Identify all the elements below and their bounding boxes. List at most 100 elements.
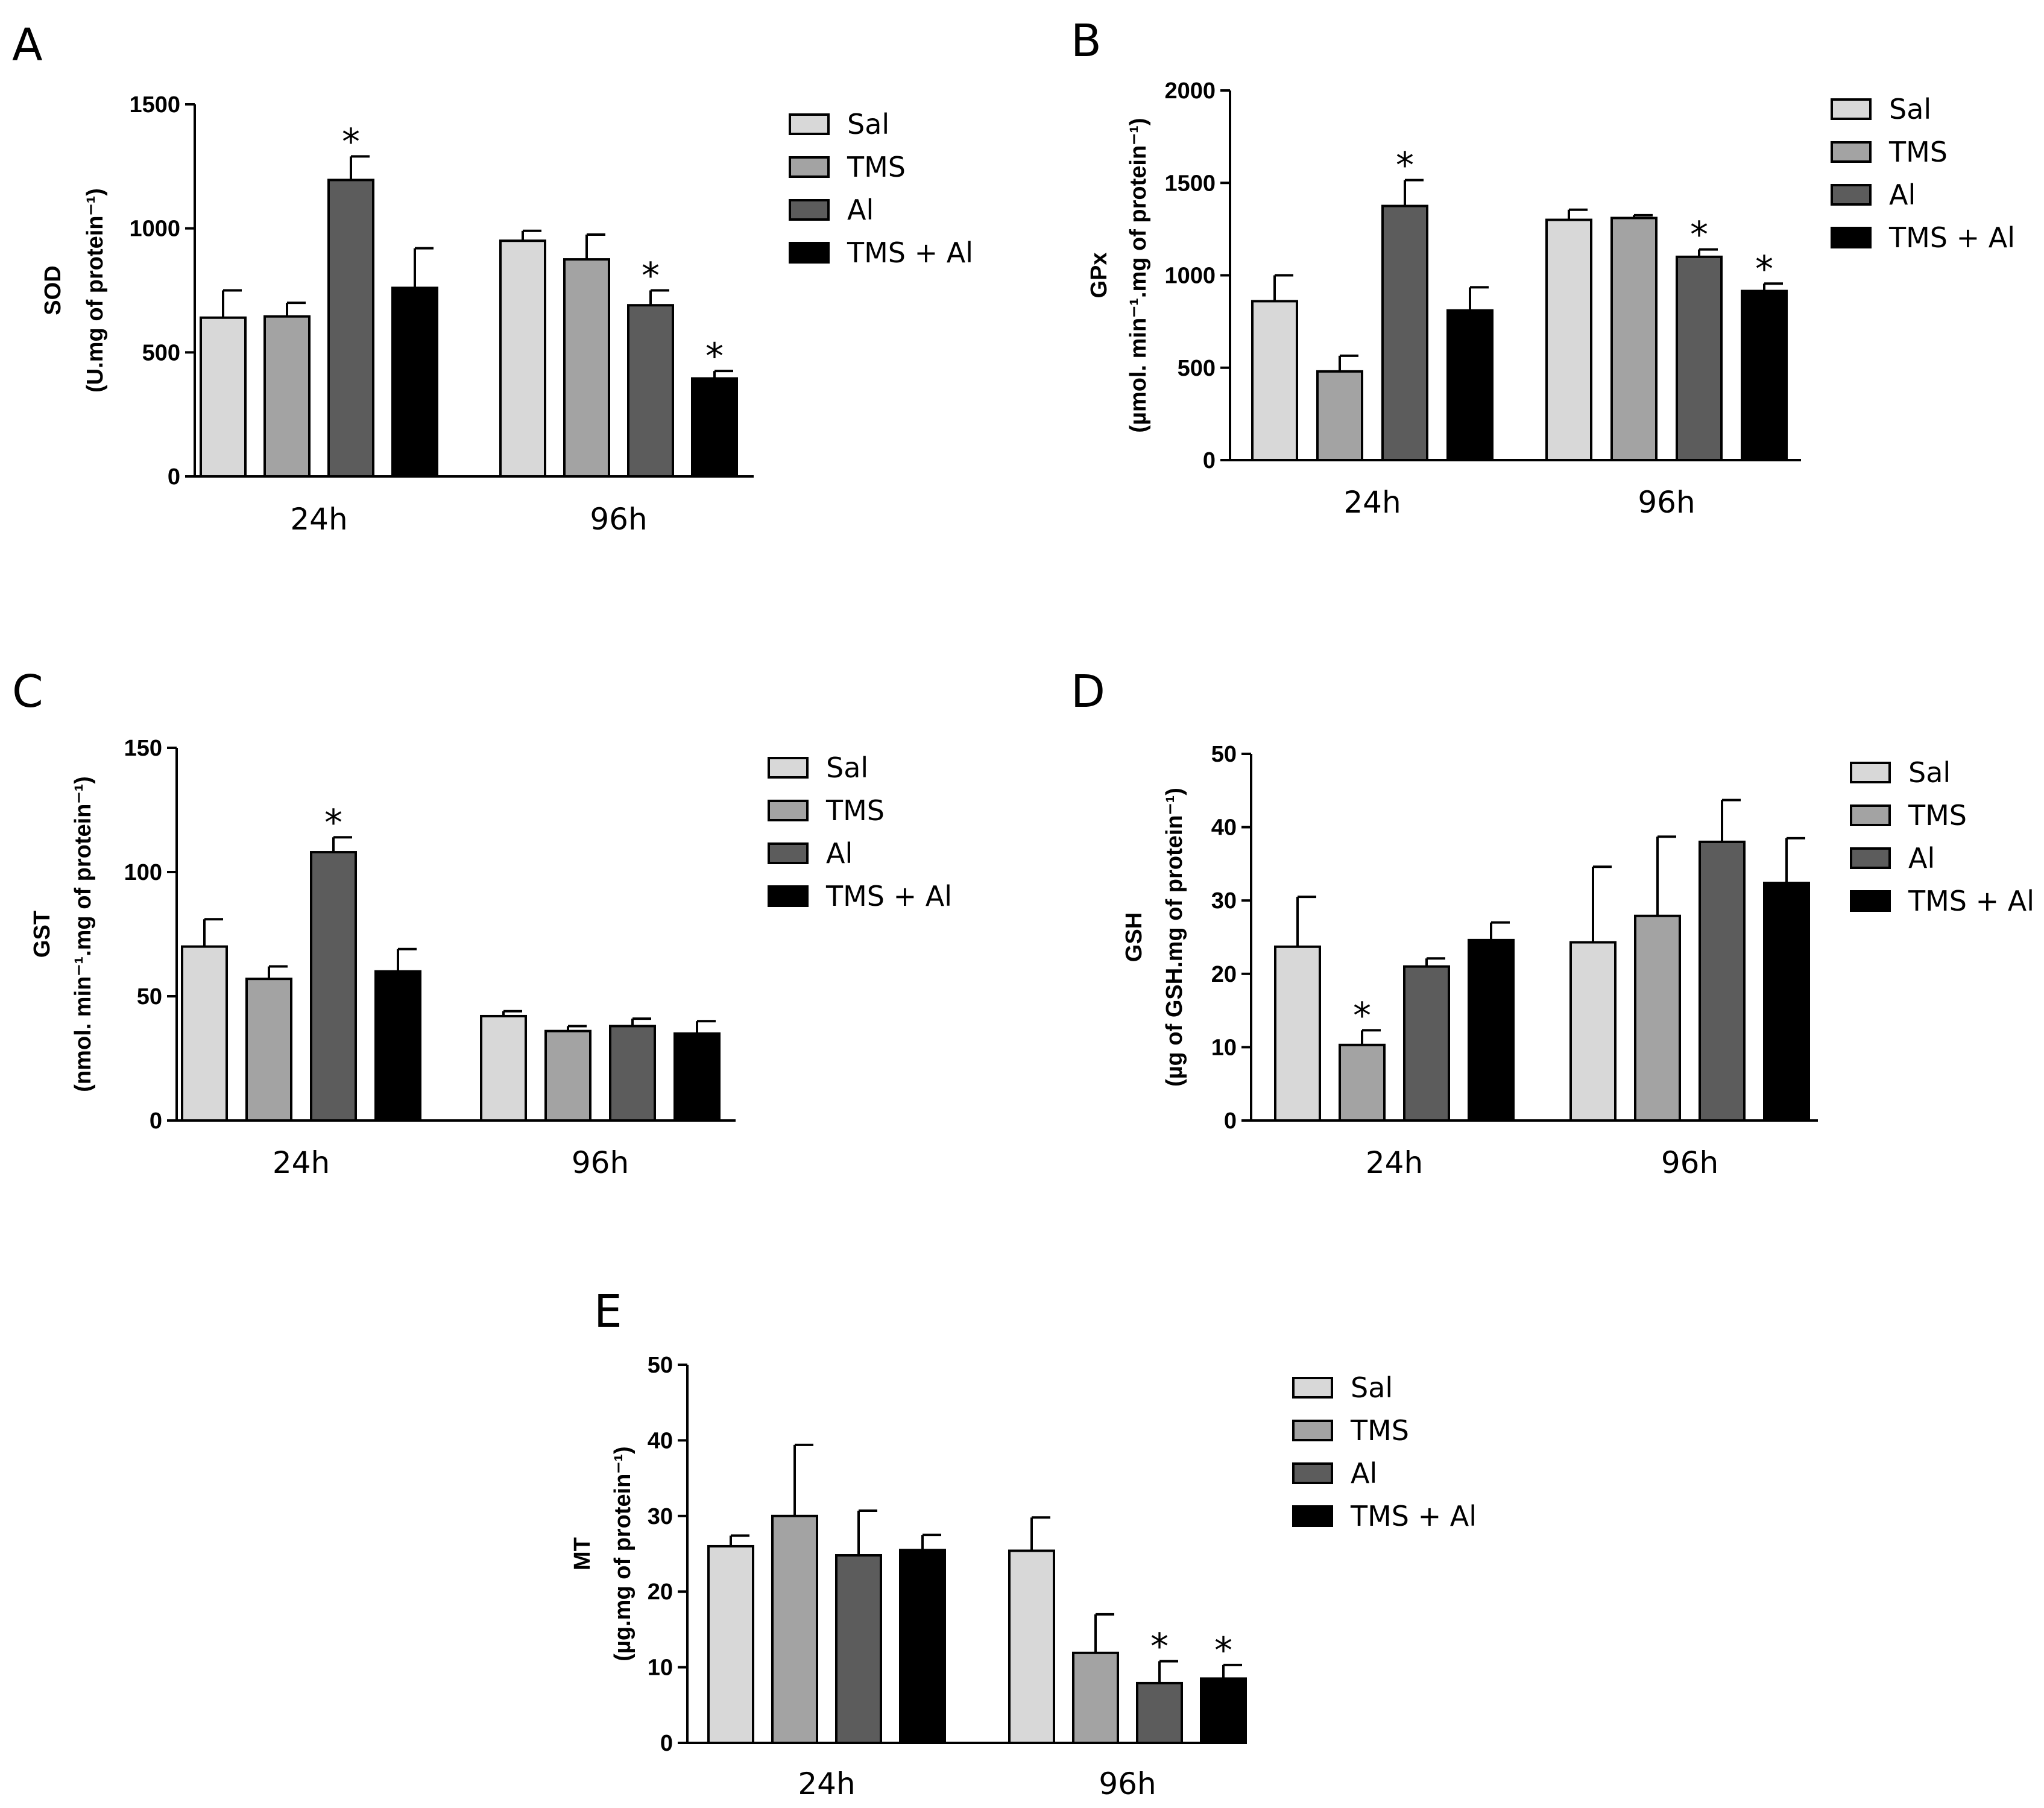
y-tick-label: 0 <box>660 1731 673 1756</box>
bar-al-96h <box>1136 1681 1183 1745</box>
panel-b: B GPx (µmol. min⁻¹.mg of protein⁻¹) 0 500 100… <box>1071 15 2015 520</box>
y-axis-subtitle: (µg of GSH.mg of protein⁻¹) <box>1162 788 1187 1087</box>
bar-tms-al-24h <box>391 286 438 478</box>
bar-sal-24h <box>181 945 228 1122</box>
legend-swatch <box>1292 1462 1333 1484</box>
panel-letter: C <box>12 666 43 718</box>
legend-label: Al <box>1351 1457 1377 1490</box>
y-tick-label: 10 <box>1211 1035 1237 1060</box>
legend-label: Sal <box>847 108 889 141</box>
bar-sal-24h <box>707 1544 754 1744</box>
x-category-label: 96h <box>1661 1145 1718 1180</box>
bar-tms-96h <box>1072 1651 1119 1744</box>
y-tick-label: 2000 <box>1164 78 1216 104</box>
bar-al-24h <box>327 179 374 478</box>
legend-swatch <box>1850 890 1891 912</box>
y-tick-label: 0 <box>150 1108 162 1134</box>
bar-tms-al-24h <box>1468 938 1515 1122</box>
legend-swatch <box>1292 1420 1333 1441</box>
y-tick-label: 20 <box>1211 962 1237 987</box>
bar-al-24h <box>1381 204 1428 461</box>
y-tick-label: 0 <box>168 464 180 490</box>
legend-swatch <box>1831 141 1872 163</box>
y-tick-label: 150 <box>124 736 162 761</box>
bar-sal-96h <box>1545 218 1592 461</box>
legend-label: Al <box>847 194 874 226</box>
bar-tms-al-24h <box>374 970 421 1122</box>
legend-swatch <box>789 156 830 178</box>
bar-tms-al-24h <box>899 1549 946 1744</box>
legend-label: TMS <box>847 151 906 183</box>
y-axis-title: GST <box>30 911 55 958</box>
legend-swatch <box>789 242 830 264</box>
legend-label: Sal <box>1889 93 1931 125</box>
bar-al-96h <box>627 304 674 478</box>
y-tick-label: 50 <box>648 1353 673 1378</box>
panel-c: C GST (nmol. min⁻¹.mg of protein⁻¹) 0 50 100 1… <box>12 666 952 1180</box>
panel-letter: D <box>1071 666 1105 718</box>
significance-asterisk: * <box>642 255 660 297</box>
bar-al-24h <box>1403 965 1450 1122</box>
y-tick-label: 40 <box>1211 815 1237 841</box>
bar-tms-96h <box>1634 914 1681 1122</box>
bar-tms-al-96h <box>1741 289 1788 461</box>
y-tick-label: 500 <box>142 340 180 365</box>
y-axis-subtitle: (U.mg of protein⁻¹) <box>83 188 108 393</box>
panel-e: E MT (µg.mg of protein⁻¹) 0 10 20 30 40 50 24h * * 9… <box>570 1286 1477 1801</box>
legend-label: TMS <box>1888 136 1948 168</box>
bar-sal-24h <box>1274 945 1321 1122</box>
legend-swatch <box>768 800 809 821</box>
significance-asterisk: * <box>1150 1626 1169 1668</box>
y-tick-label: 1000 <box>129 217 180 242</box>
significance-asterisk: * <box>1690 214 1708 256</box>
panel-a: A SOD (U.mg of protein⁻¹) 0 500 1000 1500 * 24h *… <box>12 19 973 537</box>
legend-label: TMS + Al <box>825 880 952 912</box>
legend-label: Sal <box>1908 756 1951 789</box>
legend-swatch <box>1831 98 1872 120</box>
legend-swatch <box>1292 1377 1333 1399</box>
bar-sal-96h <box>480 1014 527 1122</box>
bar-tms-96h <box>1610 217 1658 461</box>
panel-letter: E <box>594 1286 622 1338</box>
bar-tms-al-96h <box>673 1032 721 1122</box>
x-category-label: 96h <box>1099 1766 1156 1801</box>
bar-tms-96h <box>563 258 610 478</box>
bar-al-96h <box>1676 255 1723 461</box>
legend-label: TMS <box>1350 1414 1409 1447</box>
legend-label: TMS <box>1908 799 1967 832</box>
legend-label: Al <box>826 837 853 870</box>
significance-asterisk: * <box>1755 248 1773 290</box>
y-axis-title: MT <box>570 1537 595 1570</box>
legend-label: Al <box>1889 179 1916 211</box>
bar-sal-96h <box>1569 941 1617 1122</box>
legend-label: Sal <box>826 751 868 784</box>
y-axis-title: GSH <box>1121 912 1147 962</box>
significance-asterisk: * <box>1353 994 1371 1037</box>
significance-asterisk: * <box>342 121 360 163</box>
y-tick-label: 0 <box>1203 448 1216 473</box>
bar-sal-96h <box>1008 1549 1055 1744</box>
bar-tms-24h <box>771 1514 818 1745</box>
y-tick-label: 0 <box>1224 1108 1237 1134</box>
y-tick-label: 1500 <box>129 92 180 118</box>
y-tick-label: 30 <box>648 1504 673 1529</box>
y-tick-label: 10 <box>648 1655 673 1681</box>
significance-asterisk: * <box>705 335 724 378</box>
y-tick-label: 30 <box>1211 888 1237 914</box>
legend-swatch <box>1831 184 1872 206</box>
legend-label: TMS + Al <box>1350 1500 1477 1532</box>
y-tick-label: 1000 <box>1164 264 1216 289</box>
x-category-label: 96h <box>590 502 647 537</box>
y-axis-title: GPx <box>1087 252 1112 298</box>
x-category-label: 96h <box>572 1145 629 1180</box>
legend-label: TMS + Al <box>1908 885 2034 917</box>
panel-letter: A <box>12 19 43 71</box>
bar-sal-24h <box>200 316 247 478</box>
y-tick-label: 20 <box>648 1579 673 1605</box>
y-axis-subtitle: (nmol. min⁻¹.mg of protein⁻¹) <box>71 776 96 1092</box>
significance-asterisk: * <box>324 801 342 844</box>
legend-swatch <box>1850 804 1891 826</box>
bar-tms-24h <box>263 315 311 478</box>
y-axis-title: SOD <box>40 265 66 315</box>
